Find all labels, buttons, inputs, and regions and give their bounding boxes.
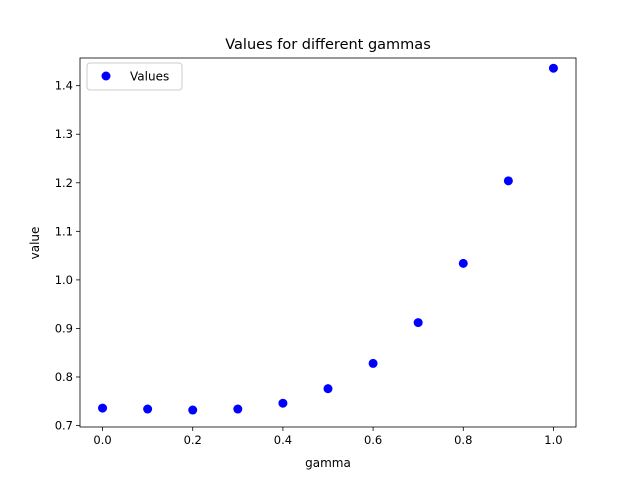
y-tick-label: 1.1	[55, 224, 73, 238]
data-point	[548, 63, 558, 73]
x-tick-label: 1.0	[544, 433, 562, 447]
x-tick-label: 0.2	[184, 433, 202, 447]
x-tick-label: 0.4	[274, 433, 292, 447]
legend-label: Values	[130, 70, 169, 84]
chart-title: Values for different gammas	[225, 37, 431, 53]
x-tick-label: 0.6	[364, 433, 382, 447]
x-tick-label: 0.8	[454, 433, 472, 447]
y-tick-label: 1.0	[55, 273, 73, 287]
data-point	[143, 404, 153, 414]
legend-box	[86, 62, 183, 91]
data-point	[98, 403, 108, 413]
y-axis-label: value	[28, 227, 42, 260]
data-point	[503, 176, 513, 186]
legend-marker	[101, 71, 111, 81]
data-points	[98, 63, 558, 415]
y-tick-label: 0.7	[55, 419, 73, 433]
x-axis-label: gamma	[305, 456, 351, 470]
y-tick-label: 1.2	[55, 176, 73, 190]
y-tick-label: 1.4	[55, 79, 73, 93]
data-point	[458, 258, 468, 268]
legend: Values	[86, 62, 183, 91]
data-point	[188, 405, 198, 415]
x-axis: 0.0 0.2 0.4 0.6 0.8 1.0	[93, 427, 563, 447]
axes-frame	[79, 57, 577, 428]
data-point	[323, 384, 333, 394]
data-point	[368, 358, 378, 368]
y-tick-label: 0.9	[55, 321, 73, 335]
y-tick-label: 0.8	[55, 370, 73, 384]
y-tick-label: 1.3	[55, 127, 73, 141]
y-axis: 0.7 0.8 0.9 1.0 1.1 1.2 1.3 1.4	[55, 79, 80, 433]
x-tick-label: 0.0	[93, 433, 111, 447]
data-point	[413, 318, 423, 328]
data-point	[233, 404, 243, 414]
data-point	[278, 398, 288, 408]
